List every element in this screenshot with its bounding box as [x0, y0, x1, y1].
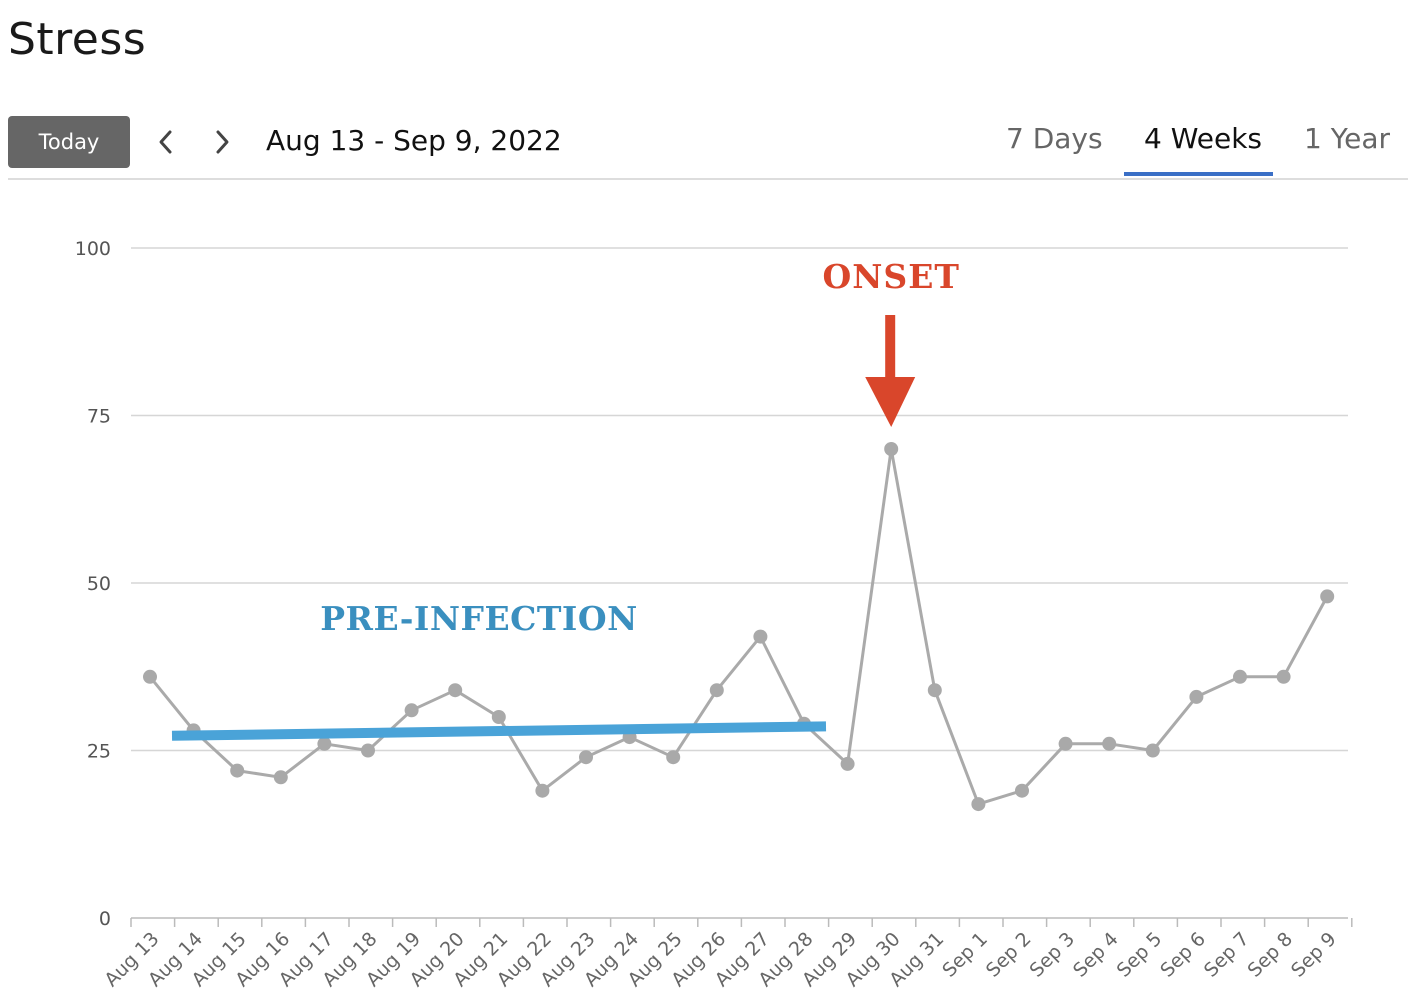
- data-point-sep-1[interactable]: [971, 797, 986, 812]
- data-point-sep-2[interactable]: [1015, 783, 1029, 798]
- data-point-sep-8[interactable]: [1276, 669, 1291, 684]
- x-tick-label: Sep 5: [1113, 928, 1167, 982]
- x-tick-label: Sep 6: [1156, 928, 1210, 982]
- data-point-sep-6[interactable]: [1189, 689, 1204, 704]
- data-point-sep-7[interactable]: [1233, 669, 1247, 684]
- annotations: ONSET PRE-INFECTION: [171, 257, 959, 741]
- x-tick-label: Sep 9: [1287, 928, 1341, 982]
- toolbar: Today Aug 13 - Sep 9, 2022 7 Days 4 Week…: [8, 116, 1408, 180]
- data-point-aug-16[interactable]: [273, 770, 288, 785]
- gridlines: [131, 247, 1348, 919]
- x-tick-label: Sep 4: [1069, 928, 1123, 982]
- date-range-label: Aug 13 - Sep 9, 2022: [266, 124, 562, 157]
- pre-infection-label: PRE-INFECTION: [320, 599, 638, 638]
- onset-label: ONSET: [822, 257, 959, 296]
- active-tab-indicator: [1124, 172, 1273, 176]
- pre-infection-trend-line: [171, 721, 827, 741]
- data-point-aug-31[interactable]: [927, 683, 942, 698]
- page-title: Stress: [8, 14, 147, 65]
- data-point-aug-25[interactable]: [666, 750, 681, 765]
- data-point-aug-17[interactable]: [317, 736, 332, 751]
- x-tick-label: Sep 3: [1025, 928, 1079, 982]
- data-point-aug-30[interactable]: [884, 442, 899, 456]
- data-point-sep-4[interactable]: [1102, 736, 1117, 751]
- data-point-aug-29[interactable]: [840, 756, 855, 771]
- stress-series-line: [148, 447, 1329, 806]
- data-point-aug-21[interactable]: [491, 710, 506, 724]
- tab-7-days[interactable]: 7 Days: [1006, 122, 1103, 155]
- y-axis-ticks: 0 25 50 75 100: [75, 238, 111, 930]
- chevron-right-icon: [216, 130, 229, 154]
- data-point-aug-19[interactable]: [404, 703, 419, 718]
- chevron-left-icon: [159, 130, 172, 154]
- x-tick-label: Sep 8: [1243, 928, 1297, 982]
- data-point-sep-5[interactable]: [1145, 743, 1160, 758]
- y-tick-label-50: 50: [87, 573, 111, 595]
- data-point-aug-23[interactable]: [579, 750, 593, 765]
- data-point-sep-9[interactable]: [1320, 589, 1335, 604]
- next-period-button[interactable]: [205, 122, 241, 162]
- data-point-aug-13[interactable]: [143, 669, 157, 684]
- x-tick-label: Sep 7: [1200, 928, 1254, 982]
- data-point-aug-26[interactable]: [709, 683, 724, 698]
- data-point-aug-27[interactable]: [753, 629, 768, 644]
- onset-arrow-icon: [865, 315, 916, 427]
- x-tick-label: Sep 1: [938, 928, 992, 982]
- y-tick-label-100: 100: [75, 238, 111, 260]
- y-tick-label-25: 25: [87, 741, 111, 763]
- y-tick-label-0: 0: [99, 908, 111, 930]
- data-point-aug-18[interactable]: [361, 743, 375, 758]
- data-point-aug-22[interactable]: [535, 783, 550, 798]
- tab-1-year[interactable]: 1 Year: [1304, 122, 1390, 155]
- data-point-aug-15[interactable]: [230, 763, 245, 778]
- x-tick-label: Sep 2: [982, 928, 1036, 982]
- today-button[interactable]: Today: [8, 116, 130, 168]
- data-point-aug-20[interactable]: [448, 683, 463, 698]
- previous-period-button[interactable]: [148, 122, 184, 162]
- data-point-sep-3[interactable]: [1058, 736, 1073, 751]
- y-tick-label-75: 75: [87, 406, 111, 428]
- tab-4-weeks[interactable]: 4 Weeks: [1144, 122, 1263, 155]
